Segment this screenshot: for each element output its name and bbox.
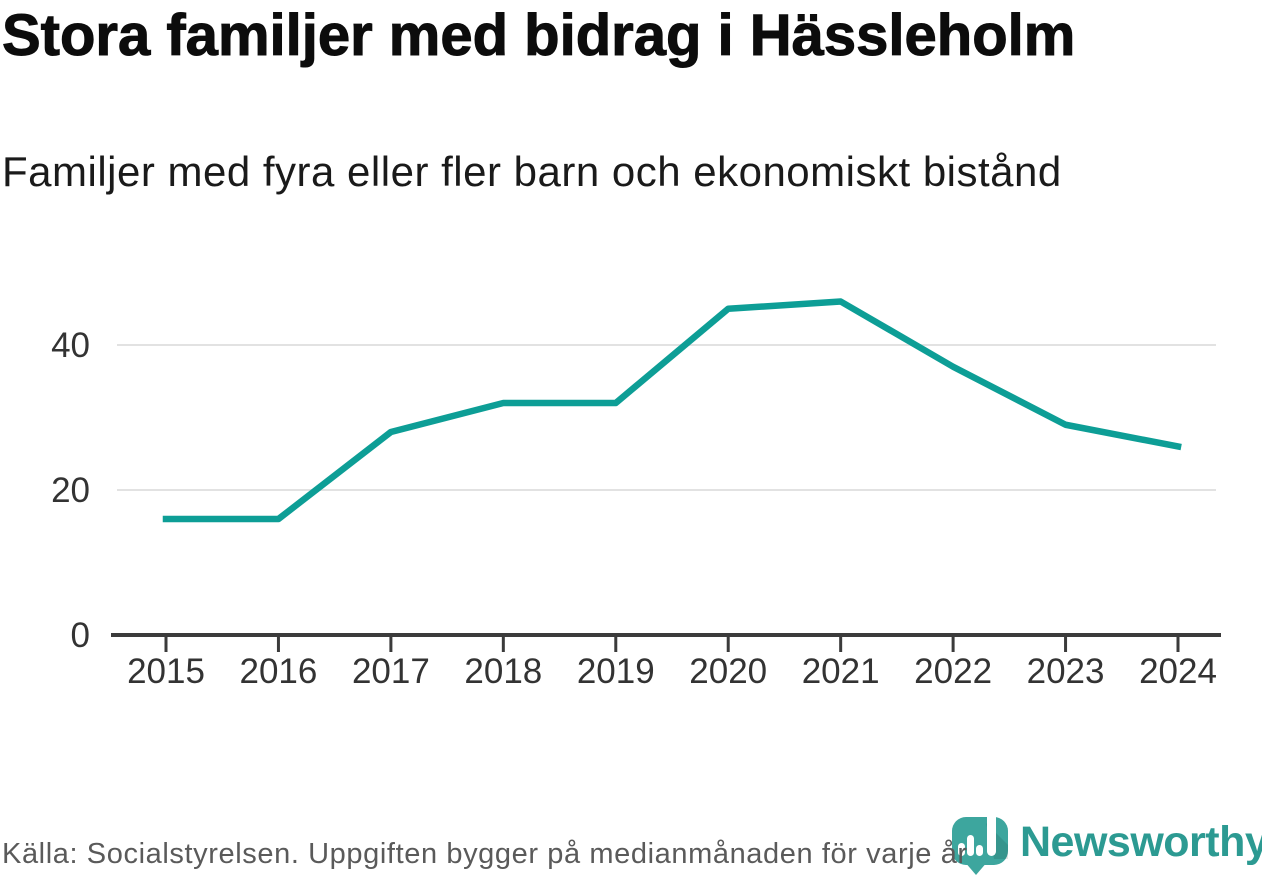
x-tick-label-2019: 2019 [577,652,655,691]
page-subtitle: Familjer med fyra eller fler barn och ek… [2,148,1062,195]
x-tick-label-2024: 2024 [1139,652,1217,691]
x-tick-label-2022: 2022 [914,652,992,691]
x-tick-label-2017: 2017 [352,652,430,691]
newsworthy-logo-icon [952,811,1008,875]
x-tick-label-2020: 2020 [689,652,767,691]
x-tick-label-2021: 2021 [802,652,880,691]
y-tick-label-20: 20 [51,471,90,510]
newsworthy-logo-text: Newsworthy [1020,818,1262,866]
y-tick-label-40: 40 [51,326,90,365]
trend-line [162,298,1182,523]
x-tick-label-2023: 2023 [1027,652,1105,691]
page-title: Stora familjer med bidrag i Hässleholm [1,3,1076,69]
x-tick-label-2016: 2016 [240,652,318,691]
newsworthy-logo: Newsworthy [950,809,1262,877]
x-tick-label-2015: 2015 [127,652,205,691]
source-caption: Källa: Socialstyrelsen. Uppgiften bygger… [2,838,968,870]
y-tick-label-0: 0 [71,616,90,655]
x-tick-label-2018: 2018 [464,652,542,691]
